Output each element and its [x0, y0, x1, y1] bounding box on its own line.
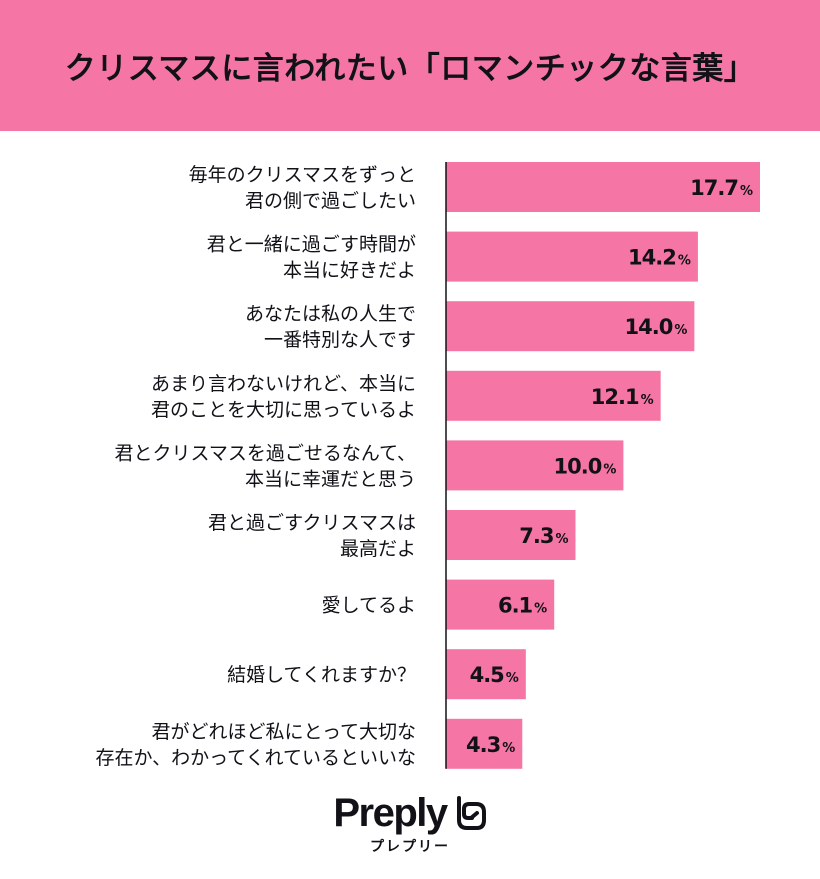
brand-logo: Preply プレプリー [0, 790, 820, 870]
bar [446, 231, 698, 282]
category-label: 君と過ごすクリスマスは [208, 512, 416, 534]
data-label: 10.0% [554, 454, 617, 478]
bar [446, 649, 526, 700]
category-label: 毎年のクリスマスをずっと [189, 164, 416, 186]
data-label: 7.3% [519, 524, 568, 548]
data-label: 6.1% [498, 594, 547, 618]
bar [446, 510, 576, 560]
category-label: あなたは私の人生で [245, 303, 416, 325]
category-label: 最高だよ [340, 538, 416, 560]
bar [446, 718, 523, 769]
category-label: 君の側で過ごしたい [245, 190, 416, 212]
category-label: 本当に好きだよ [283, 260, 416, 282]
category-label: 愛してるよ [322, 595, 416, 617]
data-label: 14.0% [625, 315, 688, 339]
data-label: 4.5% [470, 663, 519, 687]
category-label: 君とクリスマスを過ごせるなんて、 [114, 442, 416, 464]
category-label: 君のことを大切に思っているよ [151, 399, 416, 421]
bar [446, 162, 760, 212]
category-label: 一番特別な人です [264, 329, 416, 351]
category-label: 結婚してくれますか？ [227, 664, 416, 686]
bar [446, 579, 555, 630]
category-label: 君と一緒に過ごす時間が [207, 234, 416, 256]
category-label: 本当に幸運だと思う [245, 468, 416, 490]
bar [446, 370, 661, 421]
logo-wordmark: Preply [333, 791, 448, 835]
header-banner: クリスマスに言われたい「ロマンチックな言葉」 [0, 0, 820, 131]
logo-subtitle: プレプリー [370, 839, 450, 855]
category-label: 存在か、わかってくれているといいな [95, 747, 416, 769]
bar [446, 301, 695, 352]
page-title: クリスマスに言われたい「ロマンチックな言葉」 [64, 51, 756, 87]
category-label: あまり言わないけれど、本当に [151, 373, 416, 395]
preply-heart-icon [456, 796, 486, 830]
bar [446, 440, 624, 491]
data-label: 4.3% [466, 733, 515, 757]
data-label: 12.1% [591, 385, 654, 409]
data-label: 17.7% [690, 176, 753, 200]
category-label: 君がどれほど私にとって大切な [152, 721, 416, 743]
data-label: 14.2% [628, 246, 691, 270]
